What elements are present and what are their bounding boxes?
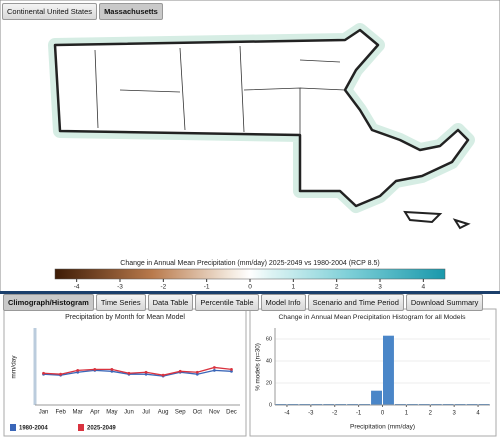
tab[interactable]: Scenario and Time Period [307,294,404,311]
tab[interactable]: Download Summary [405,294,484,311]
x-tick-label: -1 [356,411,362,417]
panel-tabs: Climograph/Histogram Time Series Data Tabl… [3,294,484,311]
colorbar-tick-label: 3 [378,284,382,291]
x-tick-label: Sep [175,410,186,416]
x-tick-label: Jan [39,410,49,416]
colorbar-tick-label: -2 [160,284,166,291]
colorbar-tick-label: -4 [74,284,80,291]
right-panel [249,308,497,437]
tab[interactable]: Massachusetts [99,3,163,20]
x-tick-label: 3 [452,411,456,417]
point [195,372,199,376]
point [110,367,114,371]
colorbar-tick-label: 0 [248,284,252,291]
legend-label: 2025-2049 [87,426,116,432]
tab[interactable]: Model Info [260,294,306,311]
point [144,370,148,374]
point [110,369,114,373]
colorbar-tick-label: 4 [422,284,426,291]
x-axis-label: Precipitation (mm/day) [350,424,415,431]
tab[interactable]: Continental United States [2,3,98,20]
colorbar-title: Change in Annual Mean Precipitation (mm/… [120,260,379,267]
x-tick-label: Nov [209,410,220,416]
y-tick-label: 0 [269,402,272,408]
x-tick-label: 2 [429,411,433,417]
point [161,373,165,377]
tab[interactable]: Time Series [95,294,146,311]
y-axis-label: mm/day [11,355,18,379]
x-tick-label: Feb [55,410,66,416]
point [93,367,97,371]
tab[interactable]: Data Table [147,294,194,311]
x-tick-label: Apr [90,410,99,416]
x-tick-label: Dec [226,410,237,416]
tab[interactable]: Percentile Table [195,294,259,311]
point [230,367,233,371]
state-map [48,23,475,230]
x-tick-label: 1 [405,411,409,417]
x-tick-label: Mar [73,410,83,416]
y-axis-label: % models (n=30) [255,343,262,391]
colorbar-tick-label: -1 [204,284,210,291]
x-tick-label: Aug [158,410,169,416]
x-tick-label: -2 [332,411,338,417]
y-tick-label: 40 [266,358,272,364]
tab[interactable]: Climograph/Histogram [3,294,94,311]
x-tick-label: Oct [193,410,203,416]
colorbar-tick-label: 2 [335,284,339,291]
divider [0,291,500,294]
x-tick-label: May [106,410,117,416]
colorbar-tick-label: 1 [292,284,296,291]
x-tick-label: Jul [142,410,150,416]
legend-swatch [78,424,84,431]
point [127,371,131,375]
chart-title: Change in Annual Mean Precipitation Hist… [278,314,466,321]
legend-label: 1980-2004 [19,426,48,432]
colorbar [54,268,446,280]
point [76,368,80,372]
x-tick-label: -4 [284,411,290,417]
bar [371,390,382,405]
y-tick-label: 60 [266,336,272,342]
point [59,372,63,376]
x-tick-label: Jun [124,410,134,416]
legend-swatch [10,424,16,431]
series-line [43,369,232,377]
series-line [43,366,232,376]
point [230,369,233,373]
y-tick-label: 20 [266,380,272,386]
point [178,369,182,373]
point [76,370,80,374]
x-tick-label: 0 [381,411,385,417]
colorbar-tick-label: -3 [117,284,123,291]
x-tick-label: 4 [476,411,480,417]
x-tick-label: -3 [308,411,314,417]
bar [383,335,394,405]
point [144,372,148,376]
point [212,366,216,369]
point [212,368,216,372]
chart-title: Precipitation by Month for Mean Model [65,314,185,321]
region-tabs: Continental United States Massachusetts [2,3,163,20]
point [195,370,199,374]
point [42,371,45,375]
